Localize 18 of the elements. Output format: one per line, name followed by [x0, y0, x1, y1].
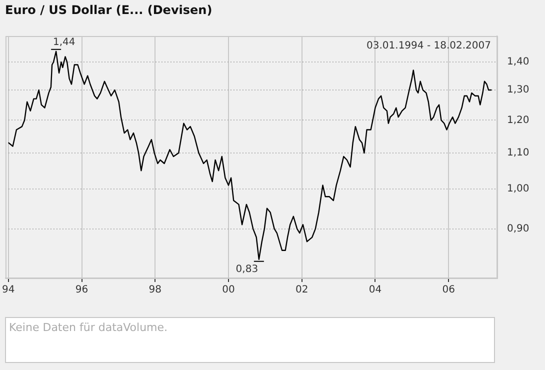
y-tick-label: 1,40: [507, 56, 530, 68]
annotation: 03.01.1994 - 18.02.2007: [366, 40, 491, 52]
y-tick-label: 0,90: [507, 223, 530, 234]
x-tick-label: 98: [148, 284, 162, 296]
x-tick-label: 96: [75, 284, 88, 296]
y-tick-label: 1,30: [507, 84, 530, 96]
x-tick-label: 04: [368, 284, 382, 296]
chart-title: Euro / US Dollar (E... (Devisen): [5, 3, 212, 17]
x-tick-label: 00: [222, 284, 235, 296]
x-tick-label: 94: [2, 284, 15, 296]
annotation: 0,83: [236, 264, 258, 275]
text: Keine Daten für dataVolume.: [9, 321, 169, 334]
y-tick-label: 1,00: [507, 184, 530, 195]
y-tick-label: 1,10: [507, 148, 530, 159]
annotation: 1,44: [52, 37, 76, 48]
x-tick-label: 02: [295, 284, 308, 296]
x-tick-label: 06: [442, 284, 455, 296]
y-tick-label: 1,20: [507, 114, 530, 126]
